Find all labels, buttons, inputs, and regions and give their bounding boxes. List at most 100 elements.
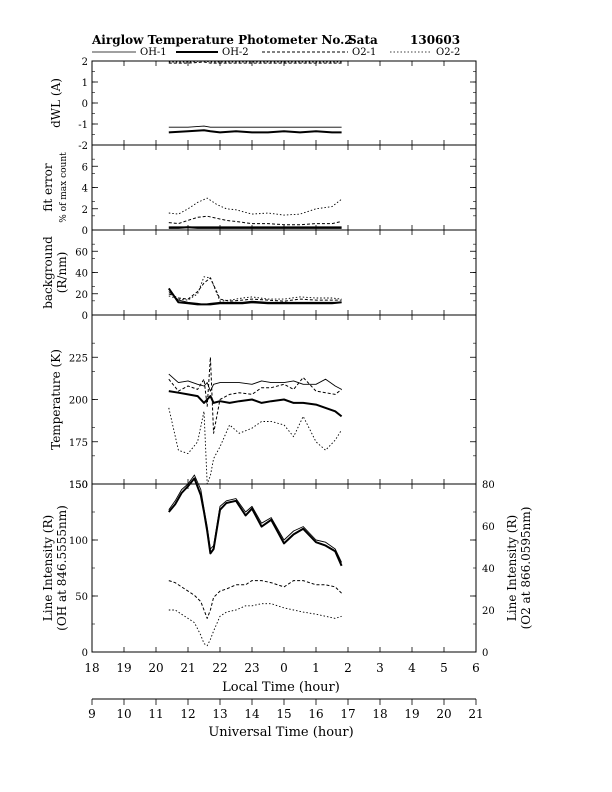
chart-title: Airglow Temperature Photometer No.2: [91, 33, 353, 47]
y-tick-label: 0: [82, 311, 88, 322]
series-oh2: [168, 390, 343, 418]
ut-tick-label: 11: [148, 707, 163, 721]
legend-label-oh2: OH-2: [222, 47, 249, 58]
ut-tick-label: 15: [276, 707, 291, 721]
y-tick-label: 0: [82, 648, 88, 659]
local-tick-label: 18: [84, 661, 99, 675]
local-tick-label: 20: [148, 661, 163, 675]
y-tick-label: 175: [69, 438, 88, 449]
local-tick-label: 22: [212, 661, 227, 675]
local-time-axis-label: Local Time (hour): [222, 680, 340, 695]
site-label: Sata: [348, 33, 378, 47]
panel-frame: [91, 483, 477, 653]
y-tick-label: 150: [69, 480, 88, 491]
series-oh2: [168, 129, 342, 134]
y2-tick-label: 20: [482, 606, 495, 617]
local-tick-label: 4: [408, 661, 416, 675]
series-o21: [168, 580, 342, 619]
y2-tick-label: 80: [482, 480, 495, 491]
panel-dwl: 2 1 0 -1 -2 dWL (A): [49, 57, 477, 152]
y-tick-label: 4: [82, 184, 88, 195]
panel-temperature: 225 200 175 150 Temperature (K): [49, 314, 477, 491]
y2-tick-label: 0: [482, 648, 488, 659]
series-oh1: [168, 125, 342, 128]
y-tick-label: 2: [82, 205, 88, 216]
y2-tick-label: 60: [482, 522, 495, 533]
y2-tick-label: 40: [482, 564, 495, 575]
ut-tick-label: 12: [180, 707, 195, 721]
panel-fit_error: 6 4 2 0 fit error % of max count: [41, 144, 477, 237]
series-o21: [168, 277, 342, 302]
y-tick-label: 20: [75, 290, 88, 301]
y-tick-label: 1: [82, 78, 88, 89]
ut-tick-label: 19: [404, 707, 419, 721]
local-tick-label: 23: [244, 661, 259, 675]
y-tick-label: 2: [82, 57, 88, 68]
y-tick-label: 200: [69, 396, 88, 407]
series-o22: [168, 197, 342, 216]
y-tick-label: 50: [75, 592, 88, 603]
ut-tick-label: 18: [372, 707, 387, 721]
y-tick-label: 0: [82, 226, 88, 237]
series-o21: [168, 356, 342, 434]
ut-tick-label: 16: [308, 707, 323, 721]
ut-tick-label: 13: [212, 707, 227, 721]
date-label: 130603: [410, 33, 460, 47]
y-tick-label: 0: [82, 99, 88, 110]
ut-tick-label: 10: [116, 707, 131, 721]
local-tick-label: 6: [472, 661, 480, 675]
ut-tick-label: 17: [340, 707, 355, 721]
y-tick-label: 100: [69, 536, 88, 547]
series-o22: [168, 603, 342, 647]
panel-background: 60 40 20 0 background (R/nm): [41, 229, 477, 322]
y-tick-label: 40: [75, 269, 88, 280]
series-oh1: [168, 474, 343, 563]
y-axis-label-secondary: % of max count: [59, 152, 69, 223]
legend-label-o21: O2-1: [352, 47, 376, 58]
local-tick-label: 21: [180, 661, 195, 675]
y-tick-label: 150: [69, 480, 88, 491]
universal-time-axis-label: Universal Time (hour): [208, 725, 353, 740]
ut-tick-label: 20: [436, 707, 451, 721]
ut-tick-label: 9: [88, 707, 96, 721]
y2-axis-label-secondary: (O2 at 866.0595nm): [519, 507, 533, 630]
series-o22: [168, 407, 342, 485]
local-tick-label: 19: [116, 661, 131, 675]
local-tick-label: 5: [440, 661, 448, 675]
y-axis-label: dWL (A): [49, 78, 63, 128]
ut-tick-label: 21: [468, 707, 483, 721]
series-o21: [168, 215, 342, 226]
panel-frame: [91, 60, 477, 146]
legend: OH-1 OH-2 O2-1 O2-2: [92, 47, 460, 58]
y-axis-label: background: [41, 236, 55, 309]
y-axis-label: Line Intensity (R): [41, 515, 55, 621]
series-oh1: [168, 373, 342, 392]
y-tick-label: 60: [75, 247, 88, 258]
series-o22: [168, 60, 342, 63]
y-tick-label: 6: [82, 162, 88, 173]
panel-frame: [91, 144, 477, 231]
legend-label-o22: O2-2: [436, 47, 460, 58]
series-o21: [168, 61, 342, 64]
universal-time-axis: 9 10 11 12 13 14 15 16 17 18 19 20 21: [88, 698, 484, 721]
y-tick-label: 225: [69, 353, 88, 364]
local-tick-label: 1: [312, 661, 320, 675]
ut-tick-label: 14: [244, 707, 260, 721]
local-tick-label: 0: [280, 661, 288, 675]
local-time-ticks: 18 19 20 21 22 23 0 1 2 3 4 5 6: [84, 661, 479, 675]
series-oh2: [168, 477, 343, 567]
local-tick-label: 2: [344, 661, 352, 675]
legend-label-oh1: OH-1: [140, 47, 167, 58]
series-oh2: [167, 287, 342, 306]
series-oh2: [168, 226, 342, 229]
y-tick-label: -1: [78, 120, 88, 131]
y-axis-label-secondary: (OH at 846.5555nm): [55, 505, 69, 631]
y-axis-label: fit error: [41, 163, 55, 211]
y2-axis-label: Line Intensity (R): [505, 515, 519, 621]
series-o22: [168, 276, 342, 302]
y-tick-label: -2: [78, 141, 88, 152]
local-tick-label: 3: [376, 661, 384, 675]
